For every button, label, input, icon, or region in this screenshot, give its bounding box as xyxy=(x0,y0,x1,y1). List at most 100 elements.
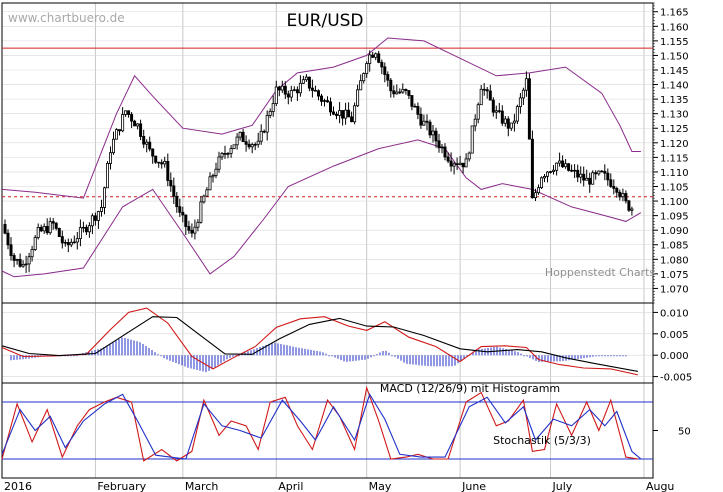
watermark: www.chartbuero.de xyxy=(8,11,125,25)
macd-tick-label: 0.000 xyxy=(660,351,689,362)
candle-body xyxy=(316,90,320,97)
price-tick-label: 1.080 xyxy=(660,255,689,266)
candle-body xyxy=(371,54,375,58)
candle-body xyxy=(524,78,528,91)
candle-body xyxy=(280,85,284,91)
candle-body xyxy=(151,148,155,157)
candle-body xyxy=(160,162,164,165)
candle-body xyxy=(6,232,10,246)
candle-body xyxy=(90,215,94,227)
candle-body xyxy=(579,173,583,178)
candle-body xyxy=(69,241,73,246)
candle-body xyxy=(512,120,516,124)
candle-body xyxy=(606,172,610,181)
candle-body xyxy=(39,226,43,232)
candle-body xyxy=(386,74,390,81)
candle-body xyxy=(271,103,275,112)
candle-body xyxy=(57,227,61,237)
candle-body xyxy=(591,172,595,185)
candle-body xyxy=(341,110,345,119)
candle-body xyxy=(18,258,22,267)
candle-body xyxy=(87,225,91,233)
candle-body xyxy=(443,146,447,158)
candle-body xyxy=(45,225,49,234)
candle-body xyxy=(63,241,67,244)
candle-body xyxy=(331,111,335,115)
candle-body xyxy=(573,169,577,172)
candle-body xyxy=(181,211,185,216)
x-tick-label: April xyxy=(278,480,303,492)
candle-body xyxy=(184,214,188,227)
price-tick-label: 1.125 xyxy=(660,124,689,135)
candle-body xyxy=(497,110,501,112)
candle-body xyxy=(202,195,206,203)
candle-body xyxy=(395,91,399,95)
candle-body xyxy=(449,160,453,167)
candle-body xyxy=(223,153,227,155)
candle-body xyxy=(582,173,586,181)
candle-body xyxy=(407,90,411,96)
candle-body xyxy=(537,187,541,194)
price-tick-label: 1.160 xyxy=(660,22,689,33)
candle-body xyxy=(455,163,459,166)
candle-body xyxy=(235,136,239,146)
candle-body xyxy=(434,130,438,142)
price-tick-label: 1.145 xyxy=(660,66,689,77)
candle-body xyxy=(100,206,104,212)
price-tick-label: 1.105 xyxy=(660,182,689,193)
candle-body xyxy=(172,185,176,197)
candle-body xyxy=(603,170,607,174)
candle-body xyxy=(175,195,179,208)
candle-body xyxy=(307,76,311,89)
candle-body xyxy=(295,89,299,94)
candle-body xyxy=(494,110,498,113)
candle-body xyxy=(627,200,631,211)
candle-body xyxy=(365,63,369,74)
candle-body xyxy=(552,169,556,172)
candle-body xyxy=(220,153,224,158)
candle-body xyxy=(612,186,616,189)
candle-body xyxy=(112,138,116,154)
price-tick-label: 1.110 xyxy=(660,168,689,179)
signal-line xyxy=(1,316,638,372)
candle-body xyxy=(521,89,525,99)
candle-body xyxy=(163,160,167,165)
candle-body xyxy=(205,189,209,197)
candle-body xyxy=(515,106,519,122)
x-tick-label: March xyxy=(185,480,219,492)
x-tick-label: July xyxy=(552,480,573,492)
macd-tick-label: 0.005 xyxy=(660,330,689,341)
candle-body xyxy=(527,78,531,140)
candle-body xyxy=(383,66,387,75)
candle-body xyxy=(431,130,435,136)
price-tick-label: 1.115 xyxy=(660,153,689,164)
price-panel xyxy=(1,37,653,278)
candle-body xyxy=(470,125,474,154)
credit: Hoppenstedt Charts xyxy=(545,266,656,279)
candle-body xyxy=(506,118,510,129)
candle-body xyxy=(503,118,507,124)
candle-body xyxy=(473,118,477,127)
candle-body xyxy=(169,179,173,187)
x-tick-label: 2016 xyxy=(4,480,32,492)
candle-body xyxy=(75,238,79,243)
candle-body xyxy=(217,156,221,170)
candle-body xyxy=(301,79,305,84)
candle-body xyxy=(630,208,634,211)
candle-body xyxy=(187,226,191,231)
chart-title: EUR/USD xyxy=(286,11,363,31)
candle-body xyxy=(30,249,34,258)
stoch-title: Stochastik (5/3/3) xyxy=(493,434,591,447)
candle-body xyxy=(166,160,170,181)
candle-body xyxy=(624,193,628,202)
price-tick-label: 1.095 xyxy=(660,212,689,223)
price-tick-label: 1.150 xyxy=(660,51,689,62)
candle-body xyxy=(615,187,619,193)
candle-body xyxy=(564,163,568,168)
stoch-panel xyxy=(1,385,653,462)
price-tick-label: 1.120 xyxy=(660,139,689,150)
candle-body xyxy=(621,193,625,198)
price-tick-label: 1.130 xyxy=(660,110,689,121)
candle-body xyxy=(558,160,562,164)
